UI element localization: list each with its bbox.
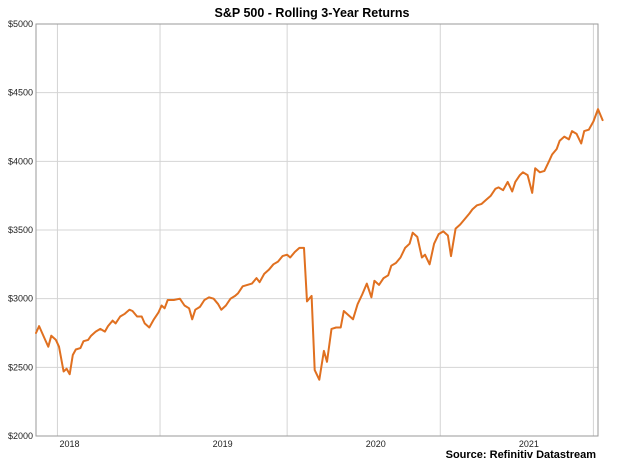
source-note: Source: Refinitiv Datastream xyxy=(445,449,596,461)
y-axis-ticks: $2000 $2500 $3000 $3500 $4000 $4500 $5000 xyxy=(8,19,33,441)
y-tick-label: $4500 xyxy=(8,88,33,98)
x-tick-label: 2020 xyxy=(366,439,386,449)
y-tick-label: $3000 xyxy=(8,294,33,304)
y-tick-label: $4000 xyxy=(8,156,33,166)
plot-frame xyxy=(35,23,599,437)
y-tick-label: $5000 xyxy=(8,19,33,29)
y-tick-label: $2500 xyxy=(8,362,33,372)
x-tick-label: 2018 xyxy=(59,439,79,449)
x-axis-ticks: 2018 2019 2020 2021 xyxy=(59,439,538,449)
y-tick-label: $2000 xyxy=(8,431,33,441)
chart-title: S&P 500 - Rolling 3-Year Returns xyxy=(214,6,410,20)
y-tick-label: $3500 xyxy=(8,225,33,235)
x-tick-label: 2021 xyxy=(519,439,539,449)
x-tick-label: 2019 xyxy=(213,439,233,449)
series-line xyxy=(35,108,604,381)
